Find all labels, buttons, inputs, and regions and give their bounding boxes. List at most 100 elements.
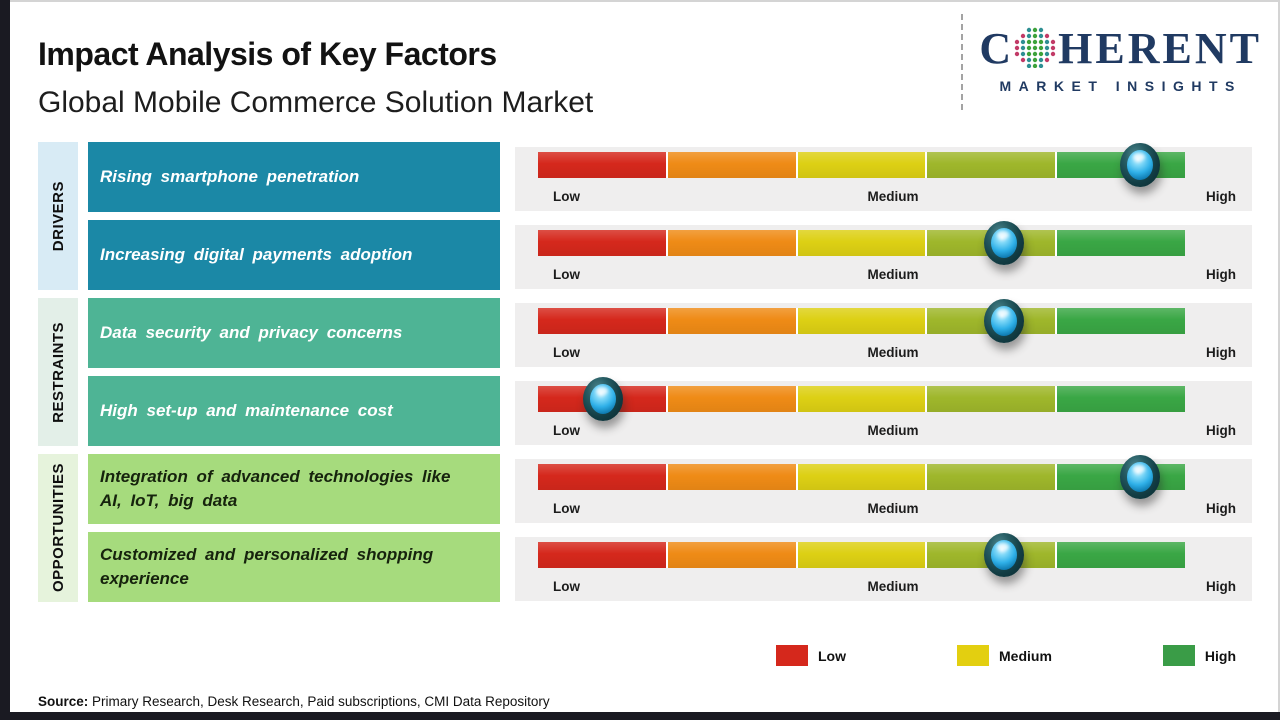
legend-item-medium: Medium <box>957 645 1052 666</box>
group-label-strip: OPPORTUNITIES <box>38 454 78 602</box>
bar-segment-high <box>1057 386 1185 412</box>
factor-text: Rising smartphone penetration <box>88 142 500 212</box>
factor-text: Data security and privacy concerns <box>88 298 500 368</box>
bar-segment-medium-high <box>927 386 1056 412</box>
bar-segment-medium <box>797 386 926 412</box>
legend-label-medium: Medium <box>999 647 1052 664</box>
impact-bar <box>538 533 1185 577</box>
legend-swatch-high <box>1162 645 1195 666</box>
bar-segment-medium <box>797 230 926 256</box>
scale-medium: Medium <box>867 579 919 594</box>
impact-marker <box>1119 143 1160 187</box>
legend-swatch-low <box>776 645 808 666</box>
frame-bottom-bar <box>0 712 1280 720</box>
factor-row: High set-up and maintenance cost Low <box>88 376 1252 446</box>
scale-high: High <box>1205 579 1236 594</box>
scale-low: Low <box>553 579 580 594</box>
scale-high: High <box>1205 501 1236 516</box>
bar-segment-low-medium <box>667 230 796 256</box>
impact-marker <box>983 533 1024 577</box>
impact-bar <box>538 455 1185 499</box>
scale-medium: Medium <box>867 501 919 516</box>
source-prefix: Source: <box>38 694 89 709</box>
bar-segment-low-medium <box>667 386 796 412</box>
impact-bar <box>538 299 1185 343</box>
bar-segment-medium-high <box>927 152 1056 178</box>
dotted-globe-icon <box>1014 27 1056 68</box>
impact-bar-panel: Low Medium High <box>515 221 1252 289</box>
legend-item-high: High <box>1162 645 1236 666</box>
impact-bar-panel: Low Medium High <box>515 299 1252 367</box>
group-opportunities: OPPORTUNITIES Integration of advanced te… <box>38 454 1252 602</box>
factor-text: Integration of advanced technologies lik… <box>88 454 500 524</box>
wordmark-herent: HERENT <box>1058 24 1262 73</box>
coherent-wordmark: C HERENT <box>979 26 1262 72</box>
scale-low: Low <box>553 267 580 282</box>
factor-row: Integration of advanced technologies lik… <box>88 454 1252 524</box>
source-line: Source: Primary Research, Desk Research,… <box>38 694 550 709</box>
scale-low: Low <box>553 501 580 516</box>
impact-bar-panel: Low Medium High <box>515 377 1252 445</box>
impact-marker <box>582 377 623 421</box>
impact-analysis-grid: DRIVERS Rising smartphone penetration <box>38 142 1252 602</box>
scale-high: High <box>1205 345 1236 360</box>
group-restraints: RESTRAINTS Data security and privacy con… <box>38 298 1252 446</box>
legend: Low Medium High <box>776 645 1236 666</box>
group-label: OPPORTUNITIES <box>49 463 67 593</box>
scale-labels: Low Medium High <box>515 345 1252 360</box>
group-label-strip: RESTRAINTS <box>38 298 78 446</box>
scale-low: Low <box>553 423 580 438</box>
logo-tagline: MARKET INSIGHTS <box>999 78 1242 94</box>
group-label: DRIVERS <box>49 180 67 252</box>
scale-high: High <box>1205 423 1236 438</box>
factor-row: Customized and personalized shopping exp… <box>88 532 1252 602</box>
impact-marker <box>1119 455 1160 499</box>
wordmark-c: C <box>979 24 1015 73</box>
legend-swatch-medium <box>957 645 989 666</box>
factor-text: Increasing digital payments adoption <box>88 220 500 290</box>
scale-labels: Low Medium High <box>515 267 1252 282</box>
bar-segment-medium <box>797 308 926 334</box>
bar-segment-high <box>1057 230 1185 256</box>
scale-labels: Low Medium High <box>515 501 1252 516</box>
scale-medium: Medium <box>867 189 919 204</box>
bar-segment-low <box>538 464 666 490</box>
scale-labels: Low Medium High <box>515 189 1252 204</box>
group-drivers: DRIVERS Rising smartphone penetration <box>38 142 1252 290</box>
impact-marker <box>983 221 1024 265</box>
bar-segment-medium <box>797 152 926 178</box>
group-label: RESTRAINTS <box>49 321 67 423</box>
impact-bar <box>538 377 1185 421</box>
scale-medium: Medium <box>867 345 919 360</box>
bar-segment-high <box>1057 308 1185 334</box>
factor-row: Rising smartphone penetration Low <box>88 142 1252 212</box>
legend-label-high: High <box>1204 647 1236 664</box>
factor-row: Data security and privacy concerns Low <box>88 298 1252 368</box>
bar-segment-medium-high <box>927 464 1056 490</box>
scale-medium: Medium <box>867 267 919 282</box>
legend-item-low: Low <box>776 645 846 666</box>
bar-segment-low <box>538 308 666 334</box>
brand-logo: C HERENT MARKET INSIGHTS <box>961 12 1262 110</box>
scale-high: High <box>1205 189 1236 204</box>
scale-high: High <box>1205 267 1236 282</box>
bar-segment-high <box>1057 542 1185 568</box>
bar-segment-low <box>538 152 666 178</box>
impact-bar-panel: Low Medium High <box>515 455 1252 523</box>
page-title: Impact Analysis of Key Factors <box>38 36 497 72</box>
impact-marker <box>983 299 1024 343</box>
slide: Impact Analysis of Key Factors Global Mo… <box>10 0 1280 712</box>
factor-text: High set-up and maintenance cost <box>88 376 500 446</box>
impact-bar-panel: Low Medium High <box>515 533 1252 601</box>
factor-text: Customized and personalized shopping exp… <box>88 532 500 602</box>
impact-bar <box>538 221 1185 265</box>
source-text: Primary Research, Desk Research, Paid su… <box>88 694 550 709</box>
legend-label-low: Low <box>818 647 846 664</box>
bar-segment-low-medium <box>667 308 796 334</box>
frame-left-bar <box>0 0 10 720</box>
factor-row: Increasing digital payments adoption Low <box>88 220 1252 290</box>
bar-segment-low-medium <box>667 152 796 178</box>
scale-low: Low <box>553 189 580 204</box>
group-label-strip: DRIVERS <box>38 142 78 290</box>
bar-segment-low <box>538 230 666 256</box>
